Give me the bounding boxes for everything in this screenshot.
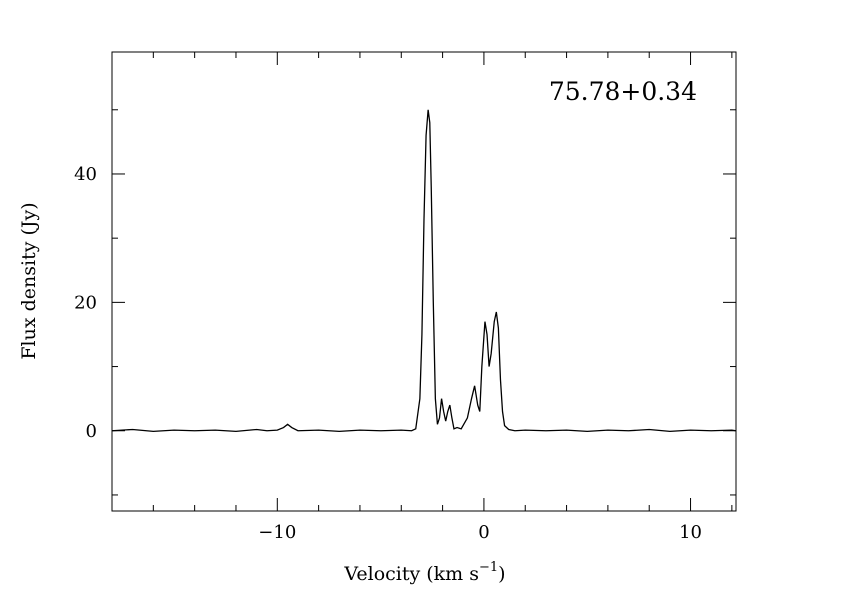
x-axis-title-superscript: −1 — [479, 560, 498, 575]
x-axis-title: Velocity (km s−1) — [343, 560, 505, 585]
source-name-annotation: 75.78+0.34 — [549, 77, 697, 106]
x-tick-label: 0 — [478, 522, 489, 543]
axis-ticks — [111, 52, 736, 511]
spectrum-line — [111, 109, 737, 433]
y-tick-label: 40 — [74, 164, 97, 185]
x-tick-label: −10 — [258, 522, 296, 543]
y-axis-title: Flux density (Jy) — [18, 202, 40, 359]
x-tick-label: 10 — [679, 522, 702, 543]
plot-frame — [111, 51, 737, 512]
y-tick-label: 0 — [86, 421, 97, 442]
x-axis-title-suffix: ) — [498, 563, 505, 585]
x-axis-title-main: Velocity (km s — [343, 563, 479, 585]
y-tick-label: 20 — [74, 292, 97, 313]
tick-labels: −10 0 10 0 20 40 — [74, 164, 702, 543]
